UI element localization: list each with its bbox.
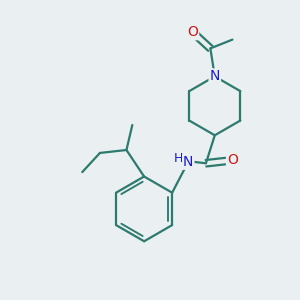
Text: N: N <box>183 155 194 169</box>
Text: O: O <box>227 153 238 167</box>
Text: H: H <box>173 152 183 165</box>
Text: O: O <box>187 25 198 39</box>
Text: N: N <box>210 69 220 83</box>
